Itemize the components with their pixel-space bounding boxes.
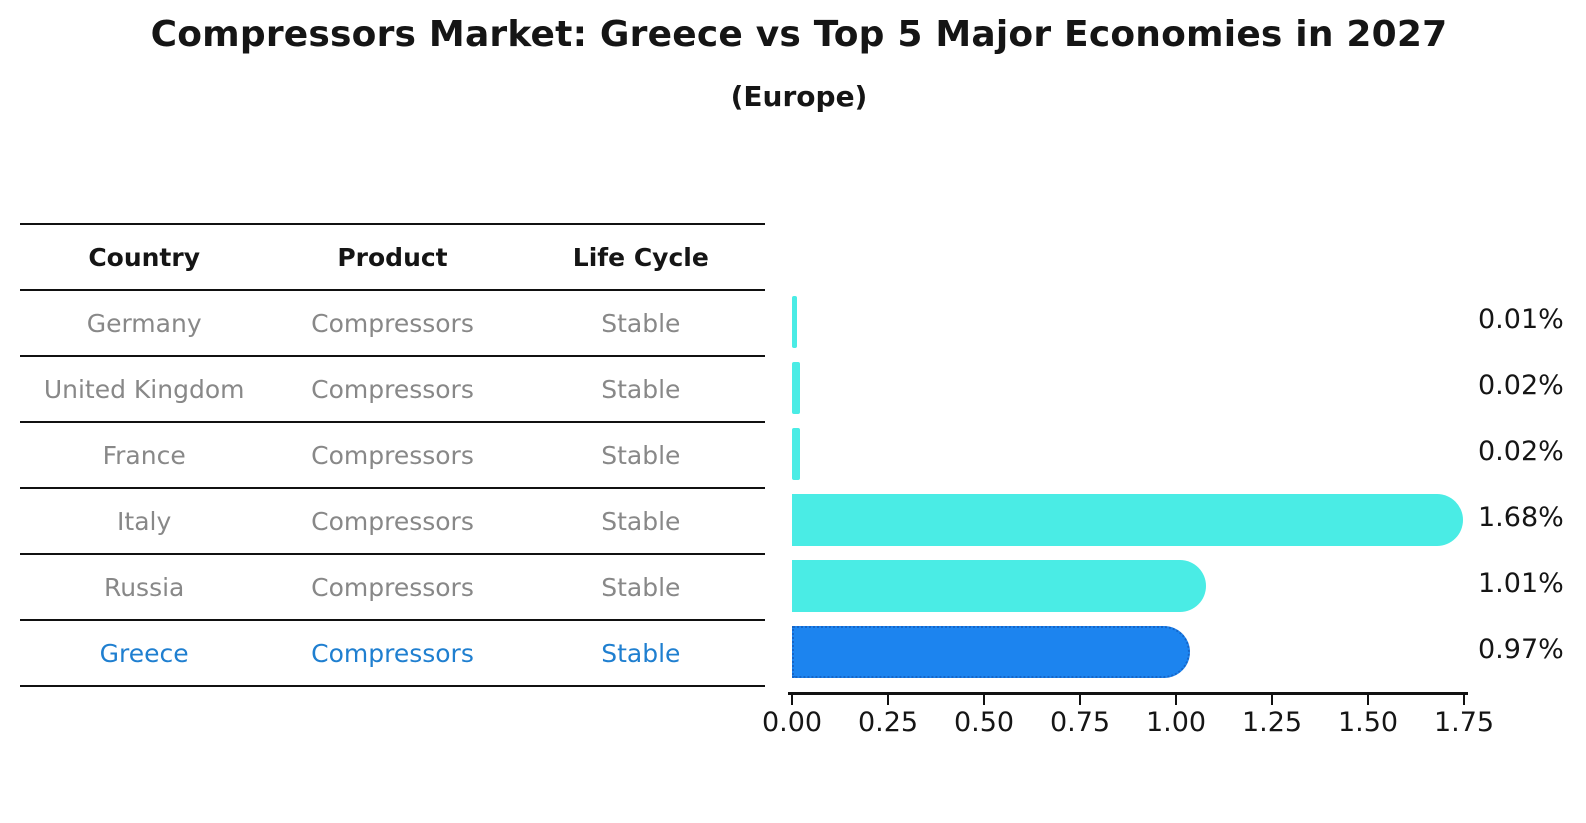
product-cell: Compressors: [311, 638, 474, 668]
x-tick-label: 1.25: [1241, 707, 1303, 738]
life-cycle-cell: Stable: [601, 374, 681, 404]
column-header-country: Country: [88, 242, 201, 272]
column-header-product: Product: [337, 242, 448, 272]
x-axis-tick: [983, 695, 985, 705]
country-cell: France: [102, 440, 186, 470]
life-cycle-cell: Stable: [601, 506, 681, 536]
bar-greece: [792, 626, 1191, 678]
x-axis-tick: [1079, 695, 1081, 705]
product-cell: Compressors: [311, 374, 474, 404]
bar-france: [792, 428, 800, 480]
country-cell: Russia: [103, 572, 185, 602]
value-label-greece: 0.97%: [1478, 634, 1564, 665]
product-cell: Compressors: [311, 506, 474, 536]
x-tick-label: 1.75: [1433, 707, 1495, 738]
value-label-united-kingdom: 0.02%: [1478, 370, 1564, 401]
table-row-france: France Compressors Stable: [20, 423, 765, 489]
country-cell: Greece: [99, 638, 189, 668]
life-cycle-cell: Stable: [601, 308, 681, 338]
product-cell: Compressors: [311, 572, 474, 602]
value-label-russia: 1.01%: [1478, 568, 1564, 599]
x-axis-tick: [1463, 695, 1465, 705]
bar-germany: [792, 296, 797, 348]
x-axis-tick: [1271, 695, 1273, 705]
life-cycle-cell: Stable: [601, 440, 681, 470]
x-tick-label: 1.00: [1145, 707, 1207, 738]
value-label-france: 0.02%: [1478, 436, 1564, 467]
x-axis-tick: [1175, 695, 1177, 705]
x-tick-label: 0.00: [761, 707, 823, 738]
x-tick-label: 0.75: [1049, 707, 1111, 738]
data-table: Country Product Life Cycle Germany Compr…: [20, 223, 765, 687]
x-axis-tick: [1367, 695, 1369, 705]
x-axis-tick: [887, 695, 889, 705]
x-axis-line: [788, 692, 1468, 695]
chart-subtitle: (Europe): [730, 80, 868, 113]
table-row-greece: Greece Compressors Stable: [20, 621, 765, 687]
life-cycle-cell: Stable: [601, 572, 681, 602]
life-cycle-cell: Stable: [601, 638, 681, 668]
value-label-italy: 1.68%: [1478, 502, 1564, 533]
product-cell: Compressors: [311, 440, 474, 470]
table-header-row: Country Product Life Cycle: [20, 225, 765, 291]
chart-title: Compressors Market: Greece vs Top 5 Majo…: [150, 14, 1448, 55]
product-cell: Compressors: [311, 308, 474, 338]
country-cell: Germany: [86, 308, 202, 338]
value-label-germany: 0.01%: [1478, 304, 1564, 335]
x-tick-label: 0.50: [953, 707, 1015, 738]
bar-united-kingdom: [792, 362, 800, 414]
x-tick-label: 1.50: [1337, 707, 1399, 738]
table-row-russia: Russia Compressors Stable: [20, 555, 765, 621]
table-row-italy: Italy Compressors Stable: [20, 489, 765, 555]
x-tick-label: 0.25: [857, 707, 919, 738]
bar-russia: [792, 560, 1206, 612]
country-cell: United Kingdom: [43, 374, 245, 404]
x-axis-tick: [791, 695, 793, 705]
table-row-germany: Germany Compressors Stable: [20, 291, 765, 357]
bar-italy: [792, 494, 1464, 546]
column-header-life-cycle: Life Cycle: [572, 242, 709, 272]
country-cell: Italy: [117, 506, 172, 536]
table-row-united-kingdom: United Kingdom Compressors Stable: [20, 357, 765, 423]
